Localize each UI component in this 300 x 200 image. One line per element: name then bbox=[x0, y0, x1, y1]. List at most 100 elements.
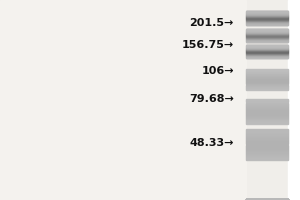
Bar bbox=[246, 199, 288, 200]
Bar bbox=[246, 199, 288, 200]
Bar bbox=[246, 199, 288, 200]
Bar bbox=[246, 199, 288, 200]
Bar bbox=[246, 199, 288, 200]
Bar bbox=[246, 69, 288, 70]
Bar bbox=[246, 13, 288, 14]
Bar bbox=[246, 152, 288, 153]
Bar bbox=[246, 55, 288, 56]
Bar bbox=[246, 52, 288, 53]
Bar bbox=[246, 199, 288, 200]
Bar bbox=[246, 199, 288, 200]
Text: 156.75→: 156.75→ bbox=[182, 40, 234, 50]
Bar bbox=[246, 199, 288, 200]
Bar bbox=[246, 109, 288, 110]
Bar bbox=[246, 86, 288, 87]
Bar bbox=[246, 40, 288, 41]
Bar bbox=[246, 78, 288, 79]
Bar bbox=[246, 35, 288, 36]
Bar bbox=[246, 199, 288, 200]
Bar bbox=[246, 33, 288, 34]
Bar bbox=[246, 199, 288, 200]
Bar bbox=[246, 101, 288, 102]
Bar bbox=[246, 199, 288, 200]
Bar bbox=[246, 41, 288, 42]
Bar bbox=[246, 199, 288, 200]
Bar bbox=[246, 199, 288, 200]
Bar bbox=[246, 105, 288, 106]
Bar bbox=[246, 199, 288, 200]
Bar bbox=[246, 199, 288, 200]
Bar bbox=[246, 199, 288, 200]
Bar bbox=[246, 199, 288, 200]
Bar bbox=[246, 199, 288, 200]
Bar bbox=[246, 199, 288, 200]
Bar bbox=[246, 199, 288, 200]
Bar bbox=[246, 199, 288, 200]
Bar bbox=[246, 199, 288, 200]
Bar bbox=[246, 77, 288, 78]
Bar bbox=[246, 32, 288, 33]
Bar bbox=[246, 199, 288, 200]
Bar bbox=[246, 199, 288, 200]
Bar bbox=[246, 199, 288, 200]
Bar bbox=[246, 136, 288, 137]
Bar bbox=[246, 199, 288, 200]
Bar bbox=[246, 199, 288, 200]
Bar bbox=[246, 199, 288, 200]
Bar bbox=[246, 199, 288, 200]
Bar bbox=[246, 199, 288, 200]
Bar bbox=[246, 199, 288, 200]
Bar bbox=[246, 123, 288, 124]
Bar bbox=[246, 81, 288, 82]
Bar bbox=[246, 199, 288, 200]
Text: 79.68→: 79.68→ bbox=[189, 94, 234, 104]
Bar bbox=[246, 199, 288, 200]
Bar bbox=[246, 199, 288, 200]
Bar bbox=[246, 45, 288, 46]
Bar bbox=[246, 199, 288, 200]
Bar bbox=[246, 22, 288, 23]
Bar bbox=[246, 15, 288, 16]
Bar bbox=[246, 199, 288, 200]
Bar bbox=[246, 199, 288, 200]
Bar bbox=[246, 199, 288, 200]
Bar bbox=[246, 11, 288, 12]
Bar bbox=[246, 18, 288, 19]
Bar bbox=[246, 159, 288, 160]
Bar bbox=[246, 71, 288, 72]
Bar bbox=[246, 199, 288, 200]
Bar bbox=[246, 140, 288, 141]
Bar bbox=[246, 199, 288, 200]
Bar bbox=[246, 199, 288, 200]
Bar bbox=[246, 30, 288, 31]
Bar bbox=[246, 199, 288, 200]
Bar bbox=[246, 199, 288, 200]
Bar bbox=[246, 199, 288, 200]
Bar bbox=[246, 199, 288, 200]
Bar bbox=[246, 199, 288, 200]
Bar bbox=[246, 199, 288, 200]
Bar bbox=[246, 199, 288, 200]
Bar bbox=[246, 199, 288, 200]
Bar bbox=[246, 199, 288, 200]
Bar bbox=[246, 199, 288, 200]
Bar bbox=[246, 87, 288, 88]
Bar bbox=[246, 199, 288, 200]
Bar bbox=[246, 199, 288, 200]
Bar bbox=[246, 199, 288, 200]
Bar bbox=[246, 135, 288, 136]
Bar bbox=[246, 199, 288, 200]
Bar bbox=[246, 199, 288, 200]
Bar bbox=[246, 149, 288, 150]
Bar bbox=[246, 199, 288, 200]
Bar bbox=[246, 199, 288, 200]
Bar bbox=[246, 199, 288, 200]
Bar bbox=[246, 145, 288, 146]
Bar bbox=[246, 154, 288, 155]
Bar bbox=[246, 199, 288, 200]
Bar bbox=[246, 199, 288, 200]
Bar bbox=[246, 158, 288, 159]
Bar bbox=[246, 199, 288, 200]
Bar bbox=[246, 199, 288, 200]
Bar bbox=[246, 199, 288, 200]
